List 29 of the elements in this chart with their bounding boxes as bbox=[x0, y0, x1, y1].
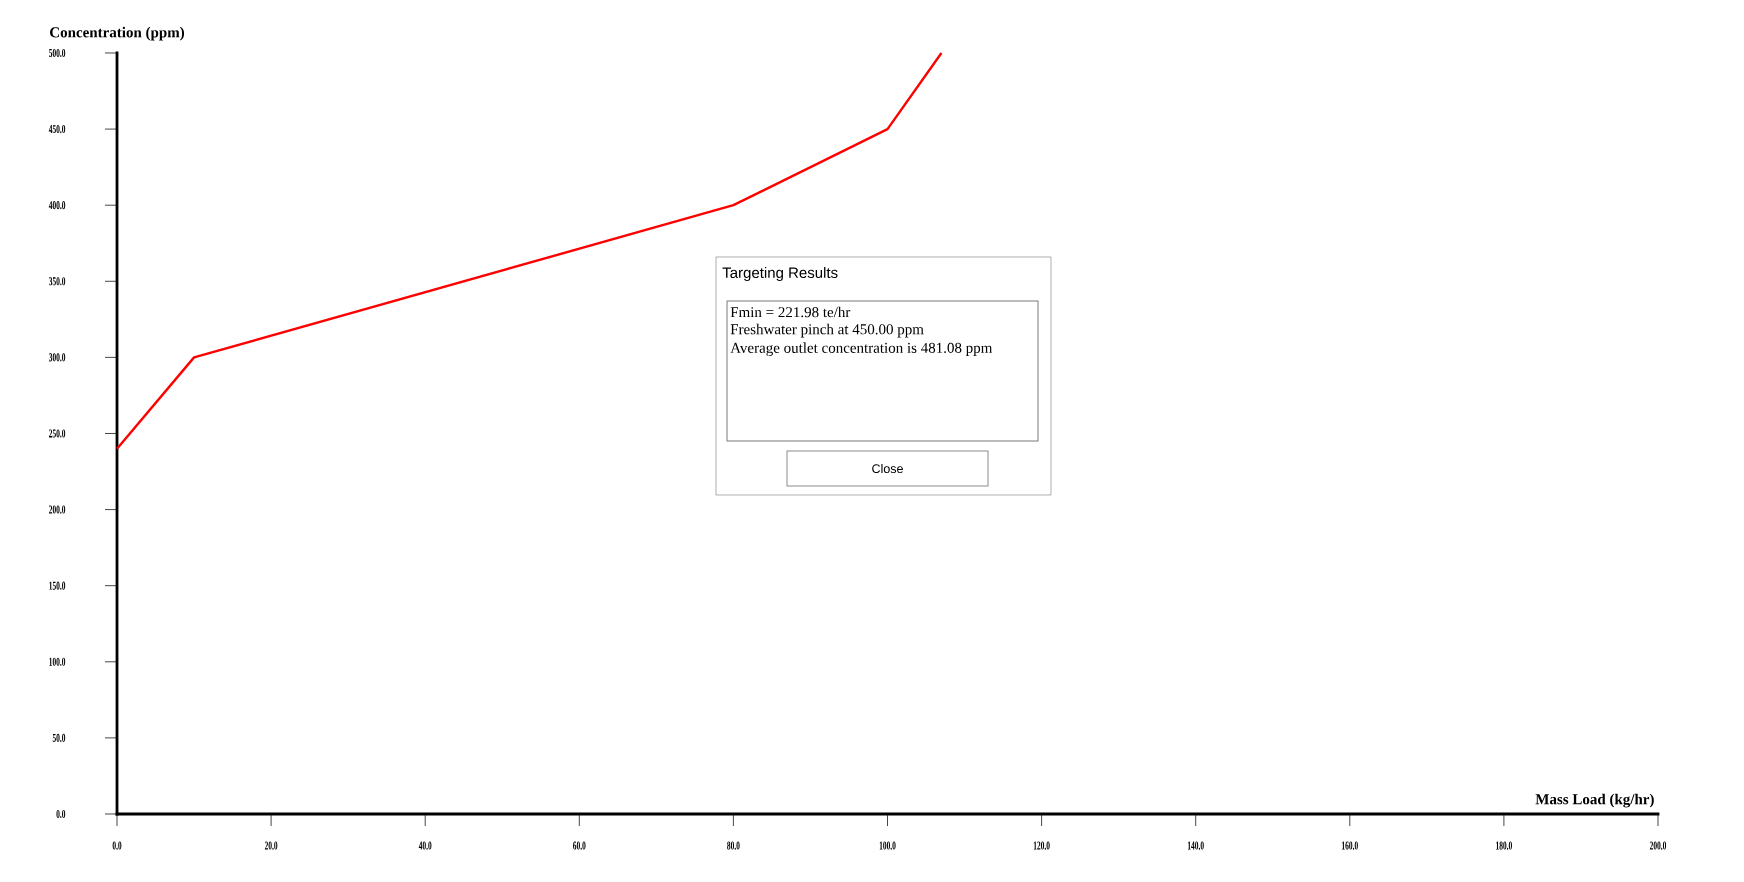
annotation: Average outlet concentration is 481.08 ppm bbox=[730, 342, 993, 356]
x-tick-label: 40.0 bbox=[418, 841, 432, 850]
x-tick-label: 120.0 bbox=[1033, 841, 1050, 850]
y-tick-label: 50.0 bbox=[52, 733, 66, 742]
x-tick-label: 100.0 bbox=[879, 841, 896, 850]
annotation: Fmin = 221.98 te/hr bbox=[730, 306, 851, 318]
annotation: Freshwater pinch at 450.00 ppm bbox=[730, 323, 924, 338]
y-tick-label: 400.0 bbox=[48, 201, 66, 210]
annotation: Targeting Results bbox=[722, 266, 838, 281]
y-axis-title: Concentration (ppm) bbox=[50, 26, 185, 41]
y-tick-label: 300.0 bbox=[49, 353, 66, 362]
x-tick-label: 140.0 bbox=[1187, 841, 1204, 850]
x-tick-label: 60.0 bbox=[573, 841, 586, 850]
y-tick-label: 350.0 bbox=[49, 277, 66, 286]
y-tick-label: 0.0 bbox=[56, 809, 66, 819]
y-tick-label: 150.0 bbox=[49, 581, 66, 590]
x-tick-label: 80.0 bbox=[727, 841, 740, 850]
x-tick-label: 200.0 bbox=[1649, 841, 1667, 850]
y-tick-label: 450.0 bbox=[48, 125, 66, 134]
x-tick-label: 180.0 bbox=[1496, 841, 1512, 850]
y-tick-label: 500.0 bbox=[49, 48, 66, 58]
x-tick-label: 20.0 bbox=[264, 841, 278, 850]
x-tick-label: 0.0 bbox=[112, 841, 122, 850]
y-tick-label: 200.0 bbox=[49, 505, 66, 514]
y-tick-label: 250.0 bbox=[49, 429, 66, 438]
y-tick-label: 100.0 bbox=[49, 657, 66, 666]
x-tick-label: 160.0 bbox=[1342, 841, 1358, 850]
annotation: Close bbox=[872, 463, 903, 474]
x-axis-title: Mass Load (kg/hr) bbox=[1535, 793, 1654, 808]
